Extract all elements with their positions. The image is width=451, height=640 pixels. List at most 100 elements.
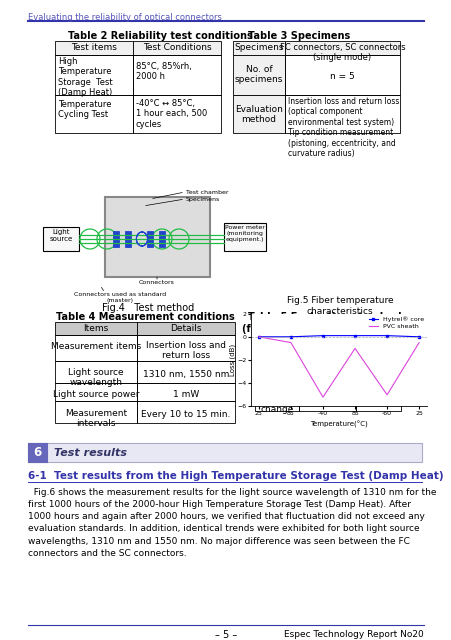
Text: Measurement items: Measurement items bbox=[51, 342, 141, 351]
Text: -40°C ↔ 85°C,
1 hour each, 500
cycles: -40°C ↔ 85°C, 1 hour each, 500 cycles bbox=[136, 99, 207, 129]
Hytrel® core bbox=[351, 332, 357, 339]
Text: Specimens: Specimens bbox=[186, 197, 220, 202]
Bar bbox=[232, 41, 285, 55]
Text: Light
source: Light source bbox=[49, 229, 73, 242]
Text: Evaluation
method: Evaluation method bbox=[235, 105, 282, 124]
Bar bbox=[55, 322, 137, 335]
Bar bbox=[299, 322, 355, 335]
Text: Insertion loss and
return loss: Insertion loss and return loss bbox=[146, 341, 226, 360]
Bar bbox=[43, 227, 79, 251]
Text: Requirement: Requirement bbox=[298, 324, 356, 333]
Text: Connectors used as standard
(master): Connectors used as standard (master) bbox=[74, 292, 166, 303]
Bar bbox=[147, 231, 152, 247]
Bar bbox=[55, 95, 133, 133]
Text: Evaluating the reliability of optical connectors: Evaluating the reliability of optical co… bbox=[28, 13, 221, 22]
Text: Test results: Test results bbox=[54, 448, 127, 458]
Text: Temperature
Cycling Test: Temperature Cycling Test bbox=[58, 100, 111, 120]
Text: – 5 –: – 5 – bbox=[214, 630, 237, 640]
Text: 6-1  Test results from the High Temperature Storage Test (Damp Heat): 6-1 Test results from the High Temperatu… bbox=[28, 471, 442, 481]
Text: No. of
specimens: No. of specimens bbox=[234, 65, 283, 84]
Hytrel® core bbox=[288, 333, 293, 340]
Bar bbox=[232, 55, 285, 95]
Bar bbox=[254, 335, 299, 373]
Text: Insertion
loss
change: Insertion loss change bbox=[257, 344, 296, 374]
Text: Return
loss
change: Return loss change bbox=[260, 384, 293, 414]
Bar bbox=[299, 373, 355, 411]
Text: Test chamber: Test chamber bbox=[186, 190, 228, 195]
Text: Espec Technology Report No20: Espec Technology Report No20 bbox=[284, 630, 423, 639]
PVC sheath bbox=[320, 393, 325, 401]
Bar bbox=[133, 41, 221, 55]
Hytrel® core bbox=[320, 332, 325, 339]
Bar bbox=[232, 95, 285, 133]
Bar bbox=[55, 335, 137, 361]
Text: 2dB: 2dB bbox=[369, 389, 387, 398]
Bar bbox=[105, 197, 210, 277]
Bar bbox=[55, 361, 137, 383]
Text: Power meter
(monitoring
equipment.): Power meter (monitoring equipment.) bbox=[225, 225, 264, 241]
Text: Fig.6 shows the measurement results for the light source wavelength of 1310 nm f: Fig.6 shows the measurement results for … bbox=[28, 488, 436, 557]
Bar bbox=[254, 373, 299, 411]
Text: Details: Details bbox=[170, 324, 201, 333]
Text: Every 10 to 15 min.: Every 10 to 15 min. bbox=[141, 410, 230, 419]
Text: High
Temperature
Storage  Test
(Damp Heat): High Temperature Storage Test (Damp Heat… bbox=[58, 57, 112, 97]
Bar bbox=[55, 383, 137, 401]
Bar bbox=[55, 401, 137, 423]
Text: n = 5: n = 5 bbox=[329, 72, 354, 81]
Text: Light source power: Light source power bbox=[53, 390, 139, 399]
Legend: Hytrel® core, PVC sheath: Hytrel® core, PVC sheath bbox=[368, 317, 423, 329]
Text: Fig.5 Fiber temperature
characteristics: Fig.5 Fiber temperature characteristics bbox=[286, 296, 392, 316]
Text: 1 mW: 1 mW bbox=[172, 390, 199, 399]
Text: Insertion loss and return loss
(optical component
environmental test system)
Tip: Insertion loss and return loss (optical … bbox=[287, 97, 399, 158]
Text: Table 5 Evaluation standards
(from Telcordia GR-1221-CORE): Table 5 Evaluation standards (from Telco… bbox=[242, 312, 413, 333]
Bar bbox=[125, 231, 131, 247]
Bar bbox=[285, 41, 399, 55]
Text: 5dB: 5dB bbox=[318, 389, 336, 398]
Text: Test Conditions: Test Conditions bbox=[143, 43, 211, 52]
Text: Table 3 Specimens: Table 3 Specimens bbox=[248, 31, 350, 41]
Bar bbox=[355, 373, 400, 411]
Bar bbox=[285, 95, 399, 133]
Text: Table 2 Reliability test conditions: Table 2 Reliability test conditions bbox=[68, 31, 252, 41]
Bar bbox=[28, 443, 421, 462]
Text: 0.2dB: 0.2dB bbox=[364, 351, 391, 360]
Bar bbox=[159, 231, 165, 247]
PVC sheath bbox=[256, 333, 261, 340]
Y-axis label: Loss (dB): Loss (dB) bbox=[229, 344, 235, 376]
Bar bbox=[28, 443, 47, 462]
PVC sheath bbox=[415, 339, 421, 346]
Bar bbox=[137, 383, 235, 401]
Text: Fig.4   Test method: Fig.4 Test method bbox=[101, 303, 193, 313]
X-axis label: Temperature(°C): Temperature(°C) bbox=[309, 421, 367, 428]
Bar bbox=[224, 223, 265, 251]
Bar bbox=[355, 322, 400, 335]
Bar bbox=[137, 401, 235, 423]
Text: Test items: Test items bbox=[71, 43, 117, 52]
Text: 6: 6 bbox=[33, 447, 41, 460]
Line: PVC sheath: PVC sheath bbox=[258, 337, 418, 397]
PVC sheath bbox=[288, 339, 293, 346]
Text: Table 4 Measurement conditions: Table 4 Measurement conditions bbox=[55, 312, 234, 322]
Bar bbox=[113, 231, 119, 247]
Bar bbox=[137, 322, 235, 335]
Bar bbox=[355, 335, 400, 373]
Line: Hytrel® core: Hytrel® core bbox=[257, 334, 419, 338]
Text: Objective: Objective bbox=[356, 324, 399, 333]
Text: FC connectors, SC connectors
(single mode): FC connectors, SC connectors (single mod… bbox=[279, 43, 405, 62]
Bar bbox=[55, 41, 133, 55]
Hytrel® core bbox=[256, 333, 261, 340]
Text: Light source
wavelength: Light source wavelength bbox=[68, 368, 124, 387]
Bar bbox=[137, 361, 235, 383]
Bar bbox=[133, 55, 221, 95]
Text: Items: Items bbox=[83, 324, 108, 333]
Bar bbox=[137, 335, 235, 361]
Hytrel® core bbox=[383, 332, 389, 339]
Text: Connectors: Connectors bbox=[139, 280, 175, 285]
Text: 85°C, 85%rh,
2000 h: 85°C, 85%rh, 2000 h bbox=[136, 62, 192, 81]
Bar bbox=[285, 55, 399, 95]
Bar bbox=[133, 95, 221, 133]
PVC sheath bbox=[383, 391, 389, 399]
Hytrel® core bbox=[415, 333, 421, 340]
PVC sheath bbox=[351, 344, 357, 352]
Text: 1310 nm, 1550 nm: 1310 nm, 1550 nm bbox=[143, 370, 229, 379]
